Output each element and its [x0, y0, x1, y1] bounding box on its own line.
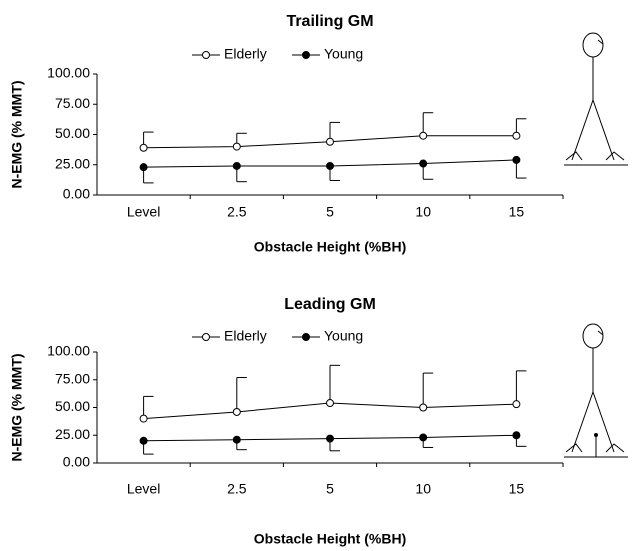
- x-tick-label: 2.5: [227, 481, 247, 497]
- data-point: [327, 435, 334, 442]
- data-point: [420, 434, 427, 441]
- x-tick-label: 2.5: [227, 204, 247, 220]
- data-point: [233, 162, 240, 169]
- y-axis-label: N-EMG (% MMT): [9, 353, 25, 461]
- x-tick-label: 15: [509, 204, 525, 220]
- data-point: [233, 436, 240, 443]
- legend-marker: [303, 334, 310, 341]
- x-tick-label: Level: [127, 481, 160, 497]
- data-point: [513, 156, 520, 163]
- legend-marker: [203, 334, 210, 341]
- x-tick-label: 10: [415, 481, 431, 497]
- data-point: [140, 437, 147, 444]
- legend-label: Elderly: [224, 46, 267, 62]
- y-tick-label: 100.00: [47, 343, 90, 359]
- y-tick-label: 75.00: [55, 370, 90, 386]
- data-point: [327, 162, 334, 169]
- chart-title: Trailing GM: [286, 13, 373, 30]
- y-tick-label: 75.00: [55, 95, 90, 111]
- data-point: [233, 408, 240, 415]
- y-tick-label: 25.00: [55, 426, 90, 442]
- data-point: [420, 160, 427, 167]
- y-axis-label: N-EMG (% MMT): [9, 80, 25, 188]
- legend-marker: [303, 52, 310, 59]
- data-point: [420, 132, 427, 139]
- data-point: [140, 144, 147, 151]
- data-point: [513, 132, 520, 139]
- legend-label: Young: [324, 46, 363, 62]
- legend-marker: [203, 52, 210, 59]
- x-tick-label: 10: [415, 204, 431, 220]
- y-tick-label: 100.00: [47, 65, 90, 81]
- stick-figure: [564, 33, 628, 165]
- chart-title: Leading GM: [284, 296, 376, 313]
- data-point: [327, 138, 334, 145]
- figure: Trailing GM Obstacle Height (%BH) N-EMG (%…: [0, 0, 638, 551]
- data-point: [513, 401, 520, 408]
- x-tick-label: 5: [326, 481, 334, 497]
- data-point: [420, 404, 427, 411]
- x-tick-label: 15: [509, 481, 525, 497]
- data-point: [233, 143, 240, 150]
- x-tick-label: Level: [127, 204, 160, 220]
- y-tick-label: 50.00: [55, 125, 90, 141]
- y-tick-label: 0.00: [63, 454, 90, 470]
- y-tick-label: 0.00: [63, 186, 90, 202]
- x-axis-label: Obstacle Height (%BH): [254, 531, 406, 547]
- y-tick-label: 25.00: [55, 155, 90, 171]
- data-point: [140, 415, 147, 422]
- legend-label: Young: [324, 328, 363, 344]
- stick-figure: [564, 324, 628, 457]
- legend-label: Elderly: [224, 328, 267, 344]
- y-tick-label: 50.00: [55, 398, 90, 414]
- x-tick-label: 5: [326, 204, 334, 220]
- data-point: [140, 164, 147, 171]
- data-point: [327, 400, 334, 407]
- data-point: [513, 432, 520, 439]
- x-axis-label: Obstacle Height (%BH): [254, 239, 406, 255]
